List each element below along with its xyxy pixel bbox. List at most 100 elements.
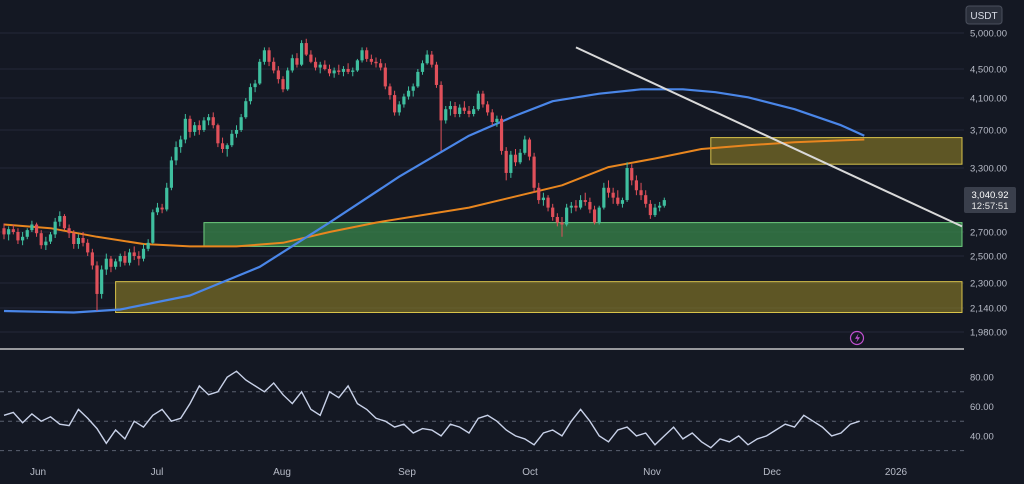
candle-body <box>620 200 625 204</box>
candle <box>127 248 132 266</box>
candle-body <box>327 69 332 74</box>
candle-body <box>625 168 629 201</box>
candle-body <box>406 90 411 97</box>
candle <box>86 239 90 256</box>
candle-body <box>276 70 280 80</box>
candle <box>258 58 262 85</box>
price-tick-labels: 5,000.00 4,500.00 4,100.00 3,700.00 3,300.00… <box>970 29 1007 339</box>
candle <box>141 244 146 262</box>
candle-body <box>653 207 657 216</box>
candle-body <box>360 50 364 61</box>
currency-badge[interactable] <box>965 5 1003 25</box>
candle <box>434 61 439 88</box>
candle <box>499 115 504 155</box>
candle <box>272 57 276 74</box>
candle-body <box>109 258 113 267</box>
candle <box>383 63 387 90</box>
candle-body <box>434 64 439 85</box>
candle-body <box>476 93 480 110</box>
current-price-tag: 3,040.92 12:57:51 <box>964 187 1016 213</box>
rsi-pane[interactable] <box>0 370 964 452</box>
candle <box>374 57 378 68</box>
candle <box>323 60 327 71</box>
candle-body <box>7 229 11 235</box>
candle <box>616 190 620 206</box>
candle-body <box>458 107 462 114</box>
price-pane[interactable] <box>0 32 964 333</box>
candle <box>541 192 545 206</box>
candle-body <box>588 201 592 210</box>
candle-body <box>114 261 118 267</box>
currency-label: USDT <box>970 11 997 22</box>
candle <box>648 200 652 219</box>
candle-body <box>202 120 206 130</box>
candle-body <box>137 256 141 259</box>
candle <box>234 125 239 138</box>
candle <box>602 182 606 210</box>
candle <box>430 51 434 68</box>
candle <box>560 216 564 237</box>
candle-body <box>272 61 276 71</box>
candle <box>458 104 462 118</box>
candle <box>406 86 411 100</box>
candle <box>114 258 118 270</box>
candle-body <box>141 248 146 259</box>
price-tick: 4,500.00 <box>970 65 1007 76</box>
candle-body <box>425 54 429 64</box>
candle <box>588 197 592 214</box>
candle <box>188 115 192 138</box>
candle-body <box>304 43 308 55</box>
candle-body <box>369 58 373 62</box>
candle-body <box>258 61 262 84</box>
candle-body <box>579 200 583 208</box>
candle <box>504 147 508 181</box>
candle <box>341 66 346 77</box>
candle-body <box>569 205 573 208</box>
rsi-line <box>3 370 860 449</box>
candle <box>337 64 341 75</box>
candle-body <box>444 109 448 121</box>
candle-body <box>155 207 160 213</box>
candle-body <box>472 109 476 114</box>
candle-body <box>262 50 266 62</box>
candle-body <box>555 216 559 223</box>
candle-body <box>62 216 67 229</box>
zone-demand-low <box>115 281 963 313</box>
candle-body <box>374 61 378 64</box>
candle-body <box>467 110 471 114</box>
time-axis[interactable]: Jun Jul Aug Sep Oct Nov Dec 2026 <box>30 467 908 478</box>
candle <box>295 53 299 68</box>
candle <box>523 135 527 155</box>
candle-body <box>220 143 225 149</box>
candle <box>630 164 634 186</box>
candle-body <box>248 87 253 102</box>
candle-body <box>355 60 359 71</box>
candle-body <box>174 147 178 161</box>
candle <box>597 205 601 225</box>
rsi-tick: 60.00 <box>970 402 994 413</box>
candle <box>34 222 39 237</box>
candle <box>193 122 197 136</box>
candle <box>39 230 43 249</box>
zone-demand <box>203 222 963 247</box>
candle-body <box>453 106 457 114</box>
candle <box>197 120 201 135</box>
candle-body <box>72 233 76 244</box>
candle <box>388 83 392 100</box>
candle-body <box>313 61 318 68</box>
time-tick: Nov <box>643 467 661 478</box>
candle <box>76 234 80 249</box>
candle-body <box>286 70 290 90</box>
candle <box>318 61 322 74</box>
candle-body <box>592 209 597 223</box>
candle-body <box>183 118 187 140</box>
lightning-icon[interactable] <box>849 330 865 346</box>
candle <box>444 106 448 124</box>
candle-body <box>532 156 536 188</box>
candle <box>639 182 643 201</box>
candle-body <box>165 187 169 210</box>
candle-body <box>546 197 550 208</box>
candle <box>565 203 569 227</box>
price-axis[interactable]: USDT 5,000.00 4,500.00 4,100.00 3,700.00 3,3… <box>964 0 1024 484</box>
candle-body <box>518 152 522 163</box>
